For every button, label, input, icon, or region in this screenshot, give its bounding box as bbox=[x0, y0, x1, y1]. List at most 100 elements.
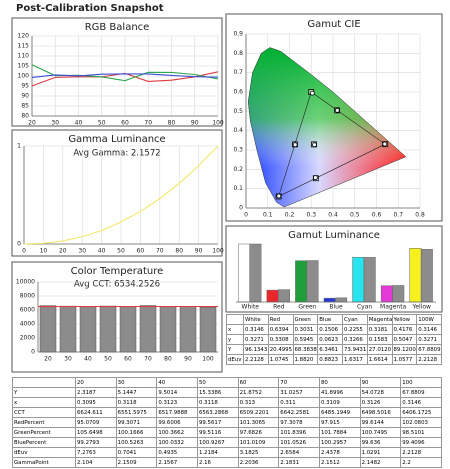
column-header: White bbox=[243, 314, 269, 325]
header-row: White Red Green Blue Cyan Magenta Yellow 100W bbox=[226, 314, 442, 325]
x-tick-label: 100 bbox=[202, 356, 214, 363]
bar bbox=[392, 285, 405, 303]
table-cell: 0.3271 bbox=[243, 334, 269, 345]
table-cell: 99.636 bbox=[359, 437, 402, 448]
table-cell: 100.2957 bbox=[318, 437, 361, 448]
x-tick-label: 50 bbox=[104, 356, 112, 363]
table-row: BluePercent 99.2793 100.5263 100.0332 100.92… bbox=[12, 437, 442, 448]
y-tick-label: 0.6 bbox=[233, 89, 243, 96]
table-cell: 5.1447 bbox=[115, 387, 158, 398]
table-cell: 1.0577 bbox=[391, 354, 418, 365]
row-label: dEuv bbox=[226, 354, 244, 365]
bar bbox=[159, 306, 177, 353]
table-cell: 97.915 bbox=[318, 417, 361, 428]
table-row: RedPercent 95.0709 99.3071 99.6006 99.5617 10… bbox=[12, 417, 442, 428]
table-cell: 1.8820 bbox=[292, 354, 319, 365]
x-tick-label: 70 bbox=[144, 356, 152, 363]
x-tick-label: Magenta bbox=[380, 304, 407, 311]
x-tick-label: 80 bbox=[175, 248, 183, 255]
column-header: Yellow bbox=[391, 314, 418, 325]
measured-point bbox=[312, 175, 318, 181]
row-label: Y bbox=[12, 387, 76, 398]
bar bbox=[409, 248, 422, 303]
table-cell: 2.2128 bbox=[243, 354, 269, 365]
table-cell: 0.3146 bbox=[400, 397, 442, 408]
measured-point bbox=[276, 193, 282, 199]
table-cell: 97.6826 bbox=[237, 427, 280, 438]
table-cell: 1.2184 bbox=[196, 447, 239, 458]
row-label: Y bbox=[226, 344, 244, 355]
bar bbox=[295, 260, 308, 303]
summary-table: White Red Green Blue Cyan Magenta Yellow 100W x 0… bbox=[226, 314, 442, 365]
x-tick-label: 0 bbox=[22, 248, 26, 255]
column-header: Red bbox=[267, 314, 294, 325]
table-cell: 2.2128 bbox=[416, 354, 442, 365]
y-tick-label: 0.5 bbox=[233, 108, 243, 115]
column-header: 50 bbox=[196, 377, 239, 388]
column-header: Blue bbox=[317, 314, 343, 325]
table-cell: 0.3266 bbox=[342, 334, 368, 345]
table-cell: 2.104 bbox=[75, 457, 117, 468]
table-cell: 100.0332 bbox=[156, 437, 198, 448]
x-tick-label: 70 bbox=[144, 120, 152, 127]
x-tick-label: 20 bbox=[59, 248, 67, 255]
table-cell: 2.2036 bbox=[237, 457, 280, 468]
bar bbox=[352, 257, 365, 303]
row-label: BluePercent bbox=[12, 437, 76, 448]
bar bbox=[59, 305, 77, 353]
table-cell: 99.5116 bbox=[196, 427, 239, 438]
y-tick-label: 2000 bbox=[20, 335, 35, 342]
corner-cell bbox=[226, 314, 244, 325]
x-tick-label: 40 bbox=[98, 248, 106, 255]
x-tick-label: Green bbox=[298, 304, 316, 311]
bar bbox=[179, 306, 197, 353]
table-cell: 27.0120 bbox=[366, 344, 393, 355]
y-tick-label: 8000 bbox=[20, 293, 35, 300]
bar bbox=[249, 243, 262, 303]
table-cell: 0.7041 bbox=[115, 447, 158, 458]
y-tick-label: 10000 bbox=[16, 279, 35, 286]
table-cell: 0.4935 bbox=[156, 447, 198, 458]
table-cell: 31.0257 bbox=[278, 387, 320, 398]
x-tick-label: 0.1 bbox=[263, 212, 273, 219]
row-label: x bbox=[226, 324, 244, 335]
table-cell: 98.5101 bbox=[400, 427, 442, 438]
x-tick-label: 80 bbox=[168, 120, 176, 127]
header-row: 20 30 40 50 60 70 80 90 100 bbox=[12, 377, 442, 388]
table-cell: 0.5945 bbox=[292, 334, 319, 345]
table-cell: 41.8996 bbox=[318, 387, 361, 398]
table-cell: 89.1200 bbox=[391, 344, 418, 355]
x-tick-label: 0.2 bbox=[285, 212, 295, 219]
bar bbox=[119, 306, 137, 353]
bar bbox=[363, 257, 376, 303]
series-line bbox=[31, 71, 219, 87]
table-cell: 2.6584 bbox=[278, 447, 320, 458]
table-cell: 0.3146 bbox=[243, 324, 269, 335]
table-cell: 1.6614 bbox=[366, 354, 393, 365]
x-tick-label: Red bbox=[273, 304, 285, 311]
table-cell: 100.5263 bbox=[115, 437, 158, 448]
table-cell: 15.3386 bbox=[196, 387, 239, 398]
table-cell: 0.4176 bbox=[391, 324, 418, 335]
table-cell: 2.1567 bbox=[156, 457, 198, 468]
x-tick-label: 30 bbox=[78, 248, 86, 255]
table-cell: 9.5014 bbox=[156, 387, 198, 398]
table-cell: 0.3123 bbox=[156, 397, 198, 408]
table-cell: 0.3271 bbox=[416, 334, 442, 345]
y-tick-label: 0.4 bbox=[233, 127, 243, 134]
chart-subtitle: Avg Gamma: 2.1572 bbox=[73, 149, 160, 159]
bar bbox=[380, 285, 393, 303]
table-cell: 20.4995 bbox=[267, 344, 294, 355]
bar bbox=[139, 305, 157, 353]
y-tick-label: 0.9 bbox=[233, 31, 243, 38]
panel bbox=[11, 17, 223, 127]
series-line bbox=[23, 145, 219, 245]
table-cell: 2.16 bbox=[196, 457, 239, 468]
table-cell: 95.0709 bbox=[75, 417, 117, 428]
table-row: x 0.3146 0.6394 0.3031 0.1506 0.2255 0.3181 0.4… bbox=[226, 324, 442, 335]
chart-subtitle: Avg CCT: 6534.2526 bbox=[74, 280, 160, 290]
bar bbox=[238, 243, 250, 303]
table-cell: 0.5047 bbox=[391, 334, 418, 345]
bar bbox=[335, 297, 348, 303]
